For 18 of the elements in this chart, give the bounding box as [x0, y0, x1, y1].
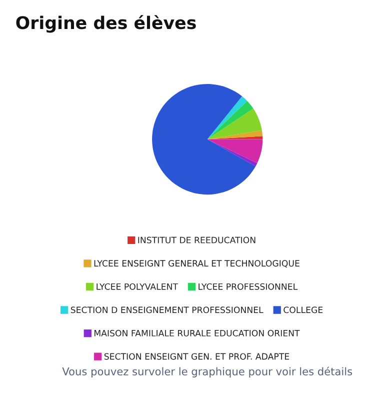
legend-label: INSTITUT DE REEDUCATION: [138, 236, 256, 244]
pie-slice: [207, 130, 263, 140]
pie-slice: [207, 96, 248, 140]
legend-label: SECTION ENSEIGNT GEN. ET PROF. ADAPTE: [104, 353, 290, 360]
pie-slice: [207, 139, 263, 164]
text: Vous pouvez survoler le graphique pour voir les détails: [62, 366, 352, 378]
legend-label: SECTION D ENSEIGNEMENT PROFESSIONNEL: [70, 306, 264, 314]
pie-slice: [207, 139, 258, 166]
legend-label: LYCEE POLYVALENT: [96, 283, 178, 290]
legend-label: MAISON FAMILIALE RURALE EDUCATION ORIENT: [94, 330, 300, 336]
legend-label: LYCEE ENSEIGNT GENERAL ET TECHNOLOGIQUE: [94, 260, 300, 268]
pie-slice: [207, 136, 263, 140]
pie-slice: [207, 108, 262, 140]
legend-label: LYCEE PROFESSIONNEL: [198, 283, 298, 290]
chart-title: Origine des élèves: [16, 15, 196, 33]
legend-label: COLLEGE: [284, 306, 323, 314]
pie-slice: [207, 100, 254, 140]
pie-slice: [152, 84, 256, 195]
